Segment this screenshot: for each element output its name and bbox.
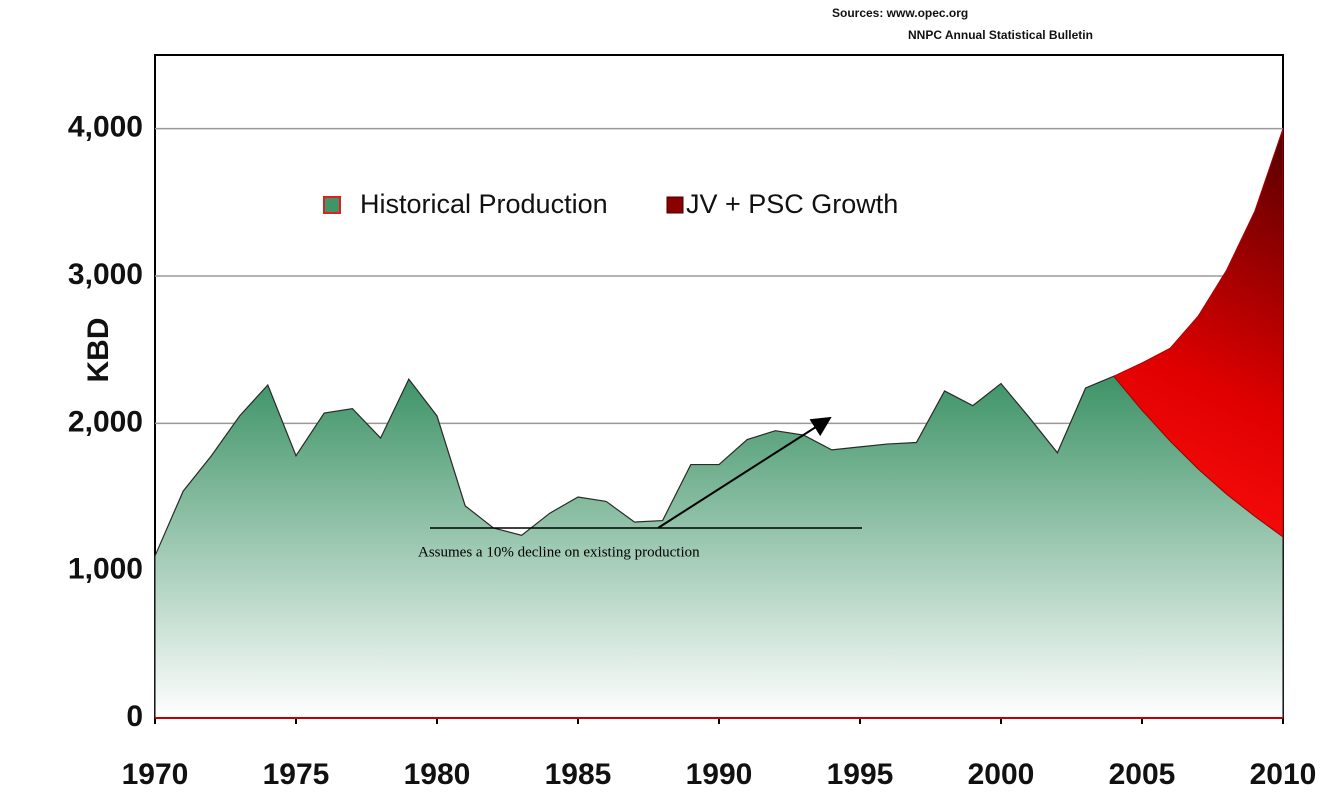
y-tick-label: 1,000 <box>68 553 143 586</box>
annotation-arrow <box>657 416 832 529</box>
x-tick-label: 1975 <box>263 758 330 791</box>
x-tick-label: 2005 <box>1109 758 1176 791</box>
legend-swatch <box>323 196 341 214</box>
x-tick-label: 1990 <box>686 758 753 791</box>
y-tick-label: 0 <box>126 700 143 733</box>
source: Sources: www.opec.org <box>832 6 968 20</box>
x-tick-label: 2000 <box>968 758 1035 791</box>
y-tick-label: 3,000 <box>68 258 143 291</box>
source: NNPC Annual Statistical Bulletin <box>908 28 1093 42</box>
x-tick-label: 1970 <box>122 758 189 791</box>
annotation: Assumes a 10% decline on existing produc… <box>418 544 700 560</box>
y-tick-label: 2,000 <box>68 405 143 438</box>
x-tick-label: 2010 <box>1250 758 1317 791</box>
x-tick-label: 1995 <box>827 758 894 791</box>
x-tick-label: 1985 <box>545 758 612 791</box>
legend-swatch <box>666 196 684 214</box>
legend-label: Historical Production <box>360 189 608 219</box>
y-tick-label: 4,000 <box>68 111 143 144</box>
area <box>1113 128 1284 538</box>
y-axis-label: KBD <box>82 318 115 383</box>
legend-label: JV + PSC Growth <box>686 189 898 219</box>
x-tick-label: 1980 <box>404 758 471 791</box>
